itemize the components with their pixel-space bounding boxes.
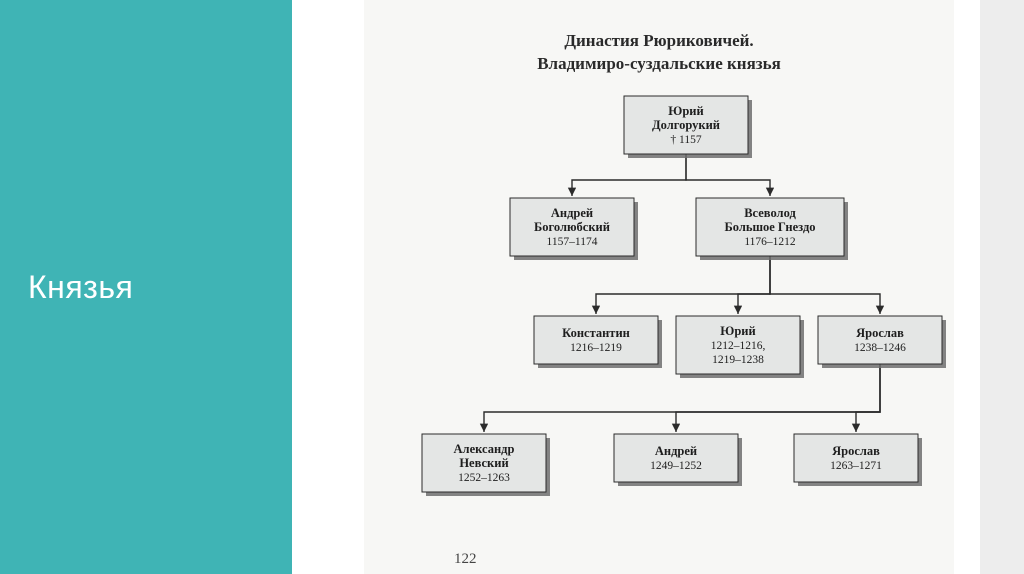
svg-text:Юрий: Юрий [668,104,703,118]
tree-node-andrei_b: АндрейБоголюбский 1157–1174 [510,198,638,260]
page-number: 122 [454,551,477,568]
svg-text:1212–1216,: 1212–1216, [711,340,766,352]
tree-figure: Династия Рюриковичей. Владимиро-суздальс… [364,0,954,574]
slide-right-strip [980,0,1024,574]
svg-text:Невский: Невский [459,456,508,470]
tree-node-yarosl1: Ярослав 1238–1246 [818,316,946,368]
svg-text:1157–1174: 1157–1174 [547,236,598,248]
svg-text:Андрей: Андрей [655,444,697,458]
slide-content: Династия Рюриковичей. Владимиро-суздальс… [292,0,980,574]
tree-node-vsevolod: ВсеволодБольшое Гнездо 1176–1212 [696,198,848,260]
tree-edge [738,256,770,314]
tree-node-konst: Константин 1216–1219 [534,316,662,368]
figure-title-line1: Династия Рюриковичей. [564,31,753,50]
tree-edge [686,154,770,196]
svg-text:1219–1238: 1219–1238 [712,354,764,366]
tree-edge [856,364,880,432]
tree-node-yarosl2: Ярослав 1263–1271 [794,434,922,486]
slide-left-panel: Князья [0,0,292,574]
tree-edge [572,154,686,196]
svg-text:Большое Гнездо: Большое Гнездо [724,220,815,234]
slide-title: Князья [28,269,133,306]
figure-title: Династия Рюриковичей. Владимиро-суздальс… [364,30,954,76]
svg-text:1176–1212: 1176–1212 [744,236,796,248]
tree-node-yuri_d: ЮрийДолгорукий † 1157 [624,96,752,158]
svg-text:Всеволод: Всеволод [744,206,796,220]
svg-text:Юрий: Юрий [720,324,755,338]
svg-text:Долгорукий: Долгорукий [652,118,720,132]
svg-text:Ярослав: Ярослав [856,326,904,340]
svg-text:1238–1246: 1238–1246 [854,342,906,354]
svg-text:Ярослав: Ярослав [832,444,880,458]
tree-svg: ЮрийДолгорукий† 1157АндрейБоголюбский115… [364,84,954,544]
svg-text:† 1157: † 1157 [670,134,701,146]
svg-text:1252–1263: 1252–1263 [458,472,510,484]
tree-node-yuri2: Юрий 1212–1216, 1219–1238 [676,316,804,378]
figure-title-line2: Владимиро-суздальские князья [537,54,781,73]
svg-text:Александр: Александр [454,442,515,456]
svg-text:Андрей: Андрей [551,206,593,220]
svg-text:Константин: Константин [562,326,630,340]
tree-node-alex: АлександрНевский 1252–1263 [422,434,550,496]
tree-edge [770,256,880,314]
tree-edge [596,256,770,314]
svg-text:1263–1271: 1263–1271 [830,460,882,472]
svg-text:1216–1219: 1216–1219 [570,342,622,354]
svg-text:1249–1252: 1249–1252 [650,460,702,472]
tree-node-andrei2: Андрей 1249–1252 [614,434,742,486]
svg-text:Боголюбский: Боголюбский [534,220,610,234]
